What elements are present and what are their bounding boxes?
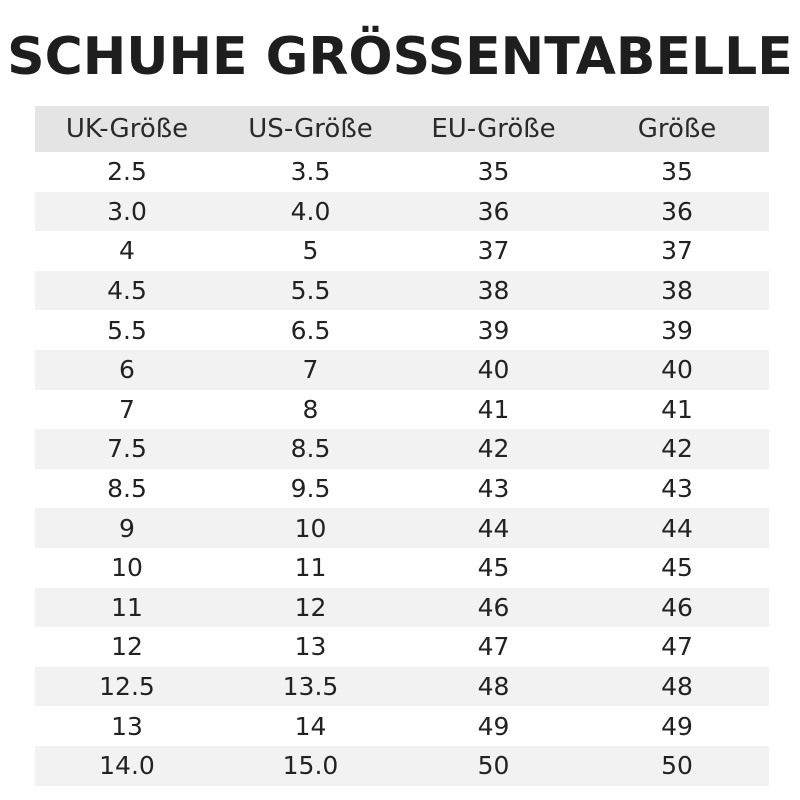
size-cell: 43 — [661, 474, 693, 504]
eu-size-cell: 36 — [477, 196, 510, 226]
eu-size-cell: 37 — [477, 236, 510, 266]
eu-size-cell: 48 — [477, 672, 510, 702]
us-size-cell: 13.5 — [282, 672, 339, 702]
us-size-cell: 8.5 — [290, 434, 331, 464]
table-row: 2.5 3.5 35 35 — [35, 152, 769, 192]
uk-size-cell: 9 — [119, 513, 135, 543]
eu-size-cell: 45 — [477, 553, 510, 583]
eu-size-cell: 38 — [477, 276, 510, 306]
eu-size-cell: 42 — [477, 434, 510, 464]
eu-size-cell: 35 — [477, 157, 510, 187]
table-row: 7 8 41 41 — [35, 390, 769, 430]
us-size-cell: 7 — [302, 355, 319, 385]
us-size-cell: 4.0 — [290, 196, 331, 226]
eu-size-cell: 47 — [477, 632, 510, 662]
table-row: 14.0 15.0 50 50 — [35, 745, 769, 786]
uk-size-cell: 7.5 — [107, 434, 147, 464]
eu-size-cell: 49 — [477, 711, 510, 741]
table-row: 11 12 46 46 — [35, 587, 769, 628]
us-size-cell: 12 — [294, 592, 327, 622]
table-row: 7.5 8.5 42 42 — [35, 429, 769, 469]
uk-size-cell: 13 — [111, 711, 143, 741]
size-cell: 37 — [661, 236, 693, 266]
page-title: SCHUHE GRÖSSENTABELLE — [7, 27, 793, 87]
size-cell: 50 — [661, 751, 693, 781]
uk-size-cell: 10 — [111, 553, 143, 583]
us-size-cell: 9.5 — [290, 474, 331, 504]
eu-size-cell: 39 — [477, 315, 510, 345]
uk-size-cell: 7 — [119, 394, 135, 424]
us-size-cell: 11 — [294, 553, 327, 583]
table-row: 4 5 37 37 — [35, 231, 769, 271]
table-row: 9 10 44 44 — [35, 508, 769, 548]
eu-size-cell: 43 — [477, 474, 510, 504]
uk-size-cell: 4 — [119, 236, 135, 266]
eu-size-cell: 44 — [477, 513, 510, 543]
eu-size-cell: 40 — [477, 355, 510, 385]
size-cell: 36 — [661, 196, 693, 226]
table-row: 12.5 13.5 48 48 — [35, 666, 769, 707]
size-cell: 38 — [661, 276, 693, 306]
size-cell: 42 — [661, 434, 693, 464]
header-us-size: US-Größe — [248, 114, 373, 144]
uk-size-cell: 12 — [111, 632, 143, 662]
eu-size-cell: 50 — [477, 751, 510, 781]
us-size-cell: 15.0 — [282, 751, 339, 781]
size-cell: 35 — [661, 157, 693, 187]
table-row: 5.5 6.5 39 39 — [35, 310, 769, 350]
size-cell: 49 — [661, 711, 693, 741]
uk-size-cell: 11 — [111, 592, 143, 622]
us-size-cell: 5 — [302, 236, 319, 266]
us-size-cell: 3.5 — [290, 157, 331, 187]
size-cell: 46 — [661, 592, 693, 622]
table-body: 2.5 3.5 35 35 3.0 4.0 36 36 4 5 37 37 4.5 5.5 38 38 5.5 6… — [35, 152, 769, 786]
size-cell: 41 — [661, 394, 693, 424]
uk-size-cell: 5.5 — [107, 315, 147, 345]
size-table: UK-Größe US-Größe EU-Größe Größe 2.5 3.5 3… — [35, 106, 769, 786]
us-size-cell: 13 — [294, 632, 327, 662]
uk-size-cell: 3.0 — [107, 196, 147, 226]
uk-size-cell: 2.5 — [107, 157, 147, 187]
uk-size-cell: 14.0 — [99, 751, 155, 781]
size-cell: 45 — [661, 553, 693, 583]
header-eu-size: EU-Größe — [431, 114, 556, 144]
size-cell: 47 — [661, 632, 693, 662]
table-row: 6 7 40 40 — [35, 349, 769, 390]
us-size-cell: 6.5 — [290, 315, 331, 345]
table-row: 3.0 4.0 36 36 — [35, 191, 769, 232]
size-cell: 39 — [661, 315, 693, 345]
size-cell: 40 — [661, 355, 693, 385]
table-row: 4.5 5.5 38 38 — [35, 270, 769, 311]
header-uk-size: UK-Größe — [65, 114, 189, 144]
uk-size-cell: 8.5 — [107, 474, 147, 504]
size-cell: 48 — [661, 672, 693, 702]
size-cell: 44 — [661, 513, 693, 543]
header-size: Größe — [637, 114, 717, 144]
uk-size-cell: 12.5 — [99, 672, 155, 702]
us-size-cell: 8 — [302, 394, 319, 424]
eu-size-cell: 46 — [477, 592, 510, 622]
us-size-cell: 5.5 — [290, 276, 331, 306]
table-row: 10 11 45 45 — [35, 548, 769, 588]
table-row: 13 14 49 49 — [35, 706, 769, 746]
us-size-cell: 14 — [294, 711, 327, 741]
us-size-cell: 10 — [294, 513, 327, 543]
table-row: 8.5 9.5 43 43 — [35, 469, 769, 509]
uk-size-cell: 4.5 — [107, 276, 147, 306]
uk-size-cell: 6 — [119, 355, 135, 385]
table-header-row: UK-Größe US-Größe EU-Größe Größe — [35, 106, 769, 152]
table-row: 12 13 47 47 — [35, 627, 769, 667]
eu-size-cell: 41 — [477, 394, 510, 424]
